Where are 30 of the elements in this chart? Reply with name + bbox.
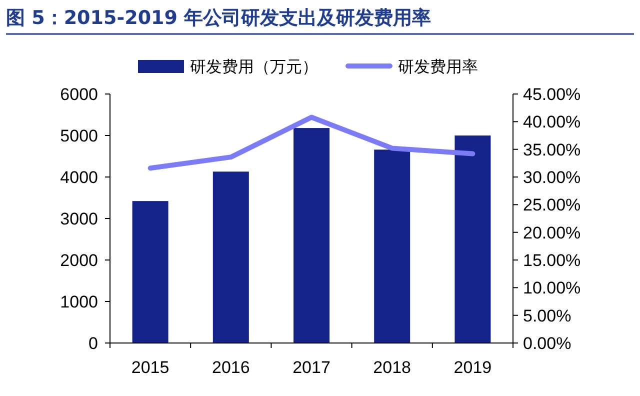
- legend-label: 研发费用率: [398, 57, 478, 76]
- x-tick-label: 2016: [212, 358, 250, 377]
- bar: [454, 136, 491, 343]
- y2-tick-label: 0.00%: [523, 334, 572, 353]
- bar: [294, 128, 330, 343]
- y2-tick-label: 35.00%: [523, 140, 581, 160]
- x-tick-label: 2015: [131, 358, 170, 377]
- y2-tick-label: 25.00%: [523, 196, 581, 215]
- y2-tick-label: 15.00%: [523, 251, 581, 270]
- chart-title: 图 5：2015-2019 年公司研发支出及研发费用率: [6, 7, 432, 29]
- y2-tick-label: 40.00%: [523, 112, 581, 132]
- y2-tick-label: 10.00%: [523, 278, 581, 298]
- y-tick-label: 3000: [60, 210, 98, 228]
- y-tick-label: 0: [88, 334, 98, 353]
- legend-label: 研发费用（万元）: [190, 57, 318, 76]
- y2-tick-label: 30.00%: [523, 168, 581, 187]
- x-tick-label: 2019: [454, 358, 492, 377]
- y2-tick-label: 45.00%: [523, 85, 581, 104]
- bar: [132, 201, 168, 343]
- x-tick-label: 2018: [373, 358, 412, 377]
- y2-tick-label: 5.00%: [523, 306, 572, 326]
- x-tick-label: 2017: [292, 358, 330, 377]
- y-tick-label: 5000: [60, 126, 98, 146]
- y2-tick-label: 20.00%: [523, 223, 581, 242]
- y-tick-label: 2000: [60, 251, 98, 270]
- y-tick-label: 1000: [60, 292, 98, 312]
- y-tick-label: 4000: [60, 168, 98, 187]
- y-tick-label: 6000: [60, 85, 98, 104]
- bar: [374, 150, 410, 343]
- bar: [212, 172, 249, 343]
